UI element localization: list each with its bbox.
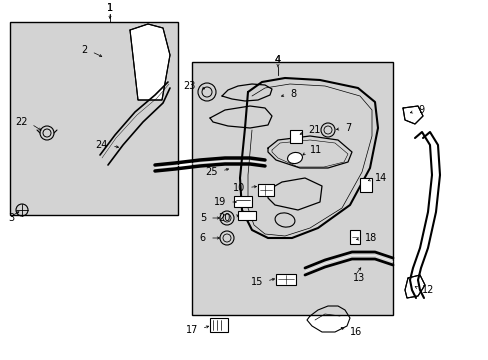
Text: 23: 23 <box>183 81 196 91</box>
Bar <box>258 184 273 196</box>
Text: 11: 11 <box>309 145 322 155</box>
Text: 1: 1 <box>107 3 113 13</box>
Text: 18: 18 <box>364 233 376 243</box>
Text: 9: 9 <box>417 105 423 115</box>
Bar <box>289 130 302 143</box>
Text: 3: 3 <box>8 213 14 223</box>
Text: 4: 4 <box>274 55 281 65</box>
Bar <box>209 318 227 332</box>
Bar <box>359 178 371 192</box>
Bar <box>192 62 392 315</box>
Polygon shape <box>404 275 424 298</box>
Text: 12: 12 <box>421 285 433 295</box>
Text: 17: 17 <box>185 325 198 335</box>
Text: 6: 6 <box>200 233 205 243</box>
Polygon shape <box>130 24 170 100</box>
Bar <box>238 211 256 220</box>
Text: 21: 21 <box>307 125 320 135</box>
Text: 10: 10 <box>232 183 244 193</box>
Text: 20: 20 <box>218 213 230 223</box>
Bar <box>275 274 295 285</box>
Text: 4: 4 <box>274 55 281 65</box>
Bar <box>234 196 251 207</box>
Bar <box>10 22 178 215</box>
Text: 8: 8 <box>289 89 296 99</box>
Text: 19: 19 <box>213 197 225 207</box>
Text: 15: 15 <box>250 277 263 287</box>
Text: 22: 22 <box>16 117 28 127</box>
Text: 24: 24 <box>96 140 108 150</box>
Ellipse shape <box>275 213 294 227</box>
Text: 25: 25 <box>205 167 218 177</box>
Ellipse shape <box>287 152 302 163</box>
Text: 1: 1 <box>107 3 113 13</box>
Text: 5: 5 <box>199 213 205 223</box>
Text: 2: 2 <box>81 45 88 55</box>
Text: 13: 13 <box>352 273 365 283</box>
Text: 16: 16 <box>349 327 362 337</box>
Text: 7: 7 <box>345 123 350 133</box>
Text: 14: 14 <box>374 173 386 183</box>
Polygon shape <box>402 106 422 124</box>
Bar <box>349 230 359 244</box>
